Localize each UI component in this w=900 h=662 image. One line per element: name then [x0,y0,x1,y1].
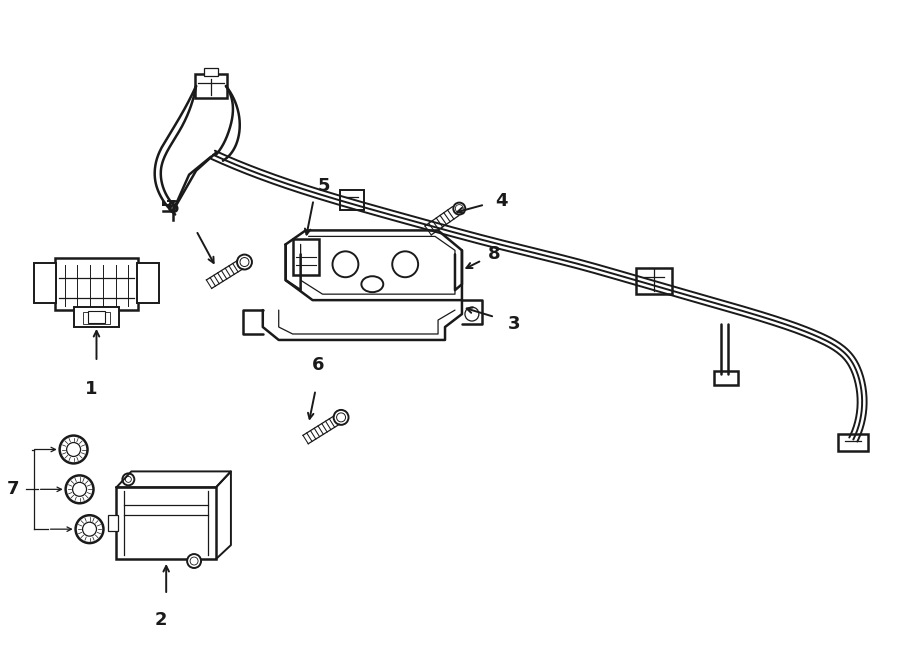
Bar [108,515,119,531]
FancyBboxPatch shape [714,371,738,385]
Bar [116,487,216,559]
Text: 4: 4 [495,191,508,210]
FancyBboxPatch shape [839,434,868,451]
FancyBboxPatch shape [74,307,120,327]
Ellipse shape [362,276,383,292]
Text: 6: 6 [166,199,179,218]
Circle shape [454,203,465,214]
Text: 1: 1 [86,380,98,398]
Circle shape [190,557,198,565]
Bar [292,240,319,275]
Text: 2: 2 [155,611,167,629]
FancyBboxPatch shape [34,263,56,303]
Circle shape [73,483,86,496]
FancyBboxPatch shape [87,311,105,323]
Circle shape [76,515,104,543]
Circle shape [125,477,131,483]
Circle shape [334,410,348,425]
FancyBboxPatch shape [636,268,672,294]
Circle shape [59,436,87,463]
Circle shape [122,473,134,485]
Circle shape [66,475,94,503]
Circle shape [187,554,201,568]
Circle shape [67,442,81,457]
Circle shape [83,522,96,536]
Text: 8: 8 [488,246,500,263]
Circle shape [337,413,346,422]
Circle shape [240,258,249,267]
Text: 7: 7 [7,481,20,498]
Circle shape [465,307,479,321]
Text: 5: 5 [318,177,330,195]
Circle shape [332,252,358,277]
Circle shape [237,255,252,269]
Text: 6: 6 [312,355,325,374]
Circle shape [455,205,464,213]
Bar [83,312,111,324]
Bar [55,258,139,310]
Bar [340,189,364,209]
Text: 3: 3 [508,315,520,333]
FancyBboxPatch shape [204,68,218,76]
FancyBboxPatch shape [138,263,159,303]
FancyBboxPatch shape [195,74,227,98]
Circle shape [392,252,418,277]
